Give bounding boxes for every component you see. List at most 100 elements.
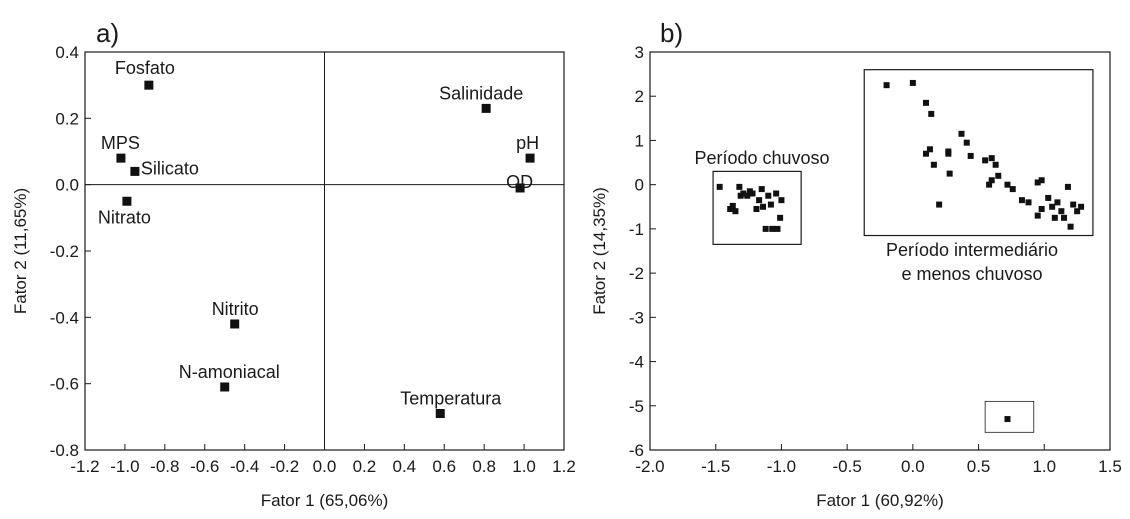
x-axis-title: Fator 1 (60,92%): [816, 491, 944, 510]
point-label: Temperatura: [400, 389, 502, 409]
data-point: [992, 161, 999, 168]
point-label: Nitrato: [98, 207, 151, 227]
panel-b: -2.0 -1.5 -1.0 -0.5 0.0 0.5 1.0 1.5 -6 -5 -4 -3 -2 -1…: [590, 18, 1122, 510]
data-point: [1045, 194, 1052, 201]
data-point: [923, 150, 929, 157]
data-point: [130, 166, 140, 176]
data-point: [515, 183, 525, 193]
x-tick-label: -2.0: [635, 457, 664, 476]
data-point: [1064, 183, 1071, 190]
data-point: [740, 190, 747, 197]
y-tick-label: -0.6: [50, 375, 79, 394]
x-tick-label: -1.5: [701, 457, 730, 476]
y-tick-label: -6: [629, 441, 644, 460]
data-point: [736, 183, 743, 190]
panel-a: -1.2 -1.0 -0.8 -0.6 -0.4 -0.2 0.0 0.2 0.4 0.6 0.8 1…: [11, 18, 576, 510]
panel-label: b): [660, 18, 683, 48]
y-tick-label: -0.2: [50, 242, 79, 261]
x-tick-label: 0.4: [393, 457, 417, 476]
data-point: [1061, 214, 1067, 221]
data-point: [1018, 197, 1025, 204]
x-tick-label: -0.6: [190, 457, 219, 476]
data-point: [778, 197, 785, 204]
group-label: Período intermediário: [886, 240, 1058, 260]
data-point: [765, 192, 772, 199]
x-tick-label: 1.5: [1098, 457, 1122, 476]
data-point: [729, 202, 736, 209]
data-point: [909, 79, 916, 86]
point-label: Silicato: [141, 158, 199, 178]
data-point: [230, 319, 240, 329]
y-axis-title: Fator 2 (11,65%): [11, 188, 30, 314]
x-tick-label: 0.8: [472, 457, 496, 476]
data-point: [1058, 208, 1065, 215]
data-point: [1070, 201, 1077, 208]
y-tick-label: -5: [629, 397, 644, 416]
point-label: N-amoniacal: [179, 362, 280, 382]
data-point: [1067, 223, 1074, 230]
x-tick-label: 0.0: [901, 457, 925, 476]
data-point: [756, 197, 763, 204]
panel-label: a): [96, 18, 119, 48]
y-tick-label: -3: [629, 308, 644, 327]
data-point: [122, 196, 132, 206]
data-point: [144, 80, 154, 90]
data-point: [777, 214, 784, 221]
data-point: [762, 225, 769, 232]
data-point: [744, 192, 751, 199]
data-point: [435, 409, 445, 419]
data-point: [774, 225, 781, 232]
y-tick-label: 0.0: [55, 176, 79, 195]
x-tick-label: -0.2: [270, 457, 299, 476]
data-point: [963, 139, 970, 146]
data-point: [1049, 203, 1056, 210]
data-point: [758, 186, 765, 193]
data-point: [1051, 214, 1058, 221]
x-tick-label: 0.6: [432, 457, 456, 476]
y-axis-title: Fator 2 (14,35%): [590, 187, 609, 315]
data-point: [716, 183, 723, 190]
group-box: [984, 400, 1035, 433]
data-point: [753, 205, 760, 212]
data-point: [988, 177, 995, 184]
point-label: Nitrito: [212, 299, 259, 319]
x-tick-label: -1.2: [70, 457, 99, 476]
x-tick-label: -0.8: [150, 457, 179, 476]
data-point: [767, 201, 774, 208]
data-point: [481, 103, 491, 113]
data-point: [926, 146, 933, 153]
point-label: Fosfato: [115, 58, 175, 78]
x-tick-label: 1.0: [512, 457, 536, 476]
data-point: [982, 157, 989, 164]
y-tick-label: 0: [635, 176, 644, 195]
x-tick-label: 1.2: [552, 457, 576, 476]
data-point: [928, 110, 935, 117]
group-box: [712, 170, 802, 245]
y-tick-label: -1: [629, 220, 644, 239]
data-point: [883, 82, 890, 89]
data-point: [773, 190, 780, 197]
data-point: [1074, 208, 1081, 215]
data-point: [1025, 199, 1032, 206]
data-point: [749, 190, 756, 197]
y-tick-label: 0.2: [55, 109, 79, 128]
x-tick-label: 0.5: [967, 457, 991, 476]
point-label: MPS: [101, 133, 140, 153]
x-axis-title: Fator 1 (65,06%): [261, 491, 389, 510]
data-point: [1034, 212, 1041, 219]
data-point: [930, 161, 937, 168]
data-point: [945, 150, 952, 157]
data-point: [1009, 186, 1016, 193]
plot-frame: [649, 51, 1111, 451]
y-tick-label: 2: [635, 87, 644, 106]
data-point: [116, 153, 126, 163]
data-point: [732, 208, 739, 215]
data-point: [220, 382, 230, 392]
point-label: OD: [506, 172, 533, 192]
y-tick-label: 0.4: [55, 43, 79, 62]
data-point: [986, 181, 993, 188]
y-tick-label: 1: [635, 131, 644, 150]
x-tick-label: 0.0: [313, 457, 337, 476]
data-point: [769, 225, 776, 232]
